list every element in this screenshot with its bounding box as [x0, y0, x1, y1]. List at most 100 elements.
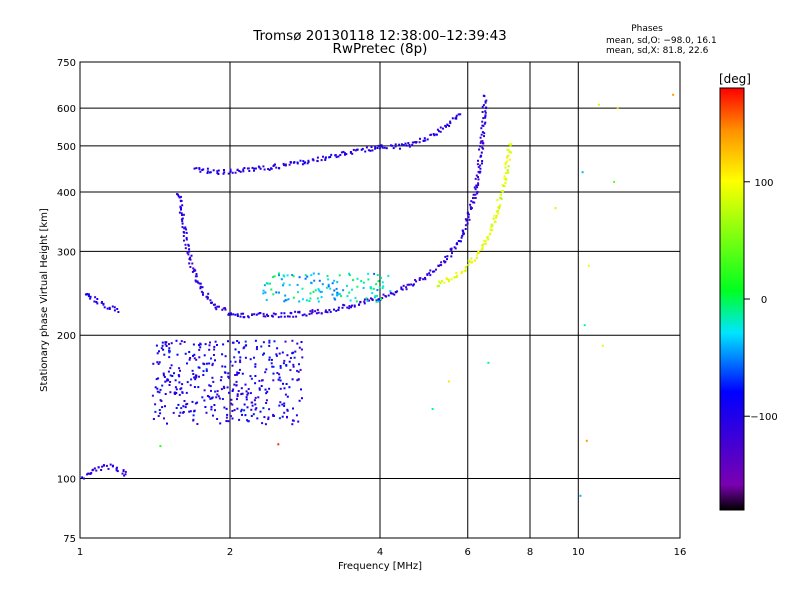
data-point — [234, 360, 237, 363]
data-point — [236, 371, 239, 374]
data-point — [288, 386, 291, 389]
data-point — [162, 372, 165, 375]
data-point — [399, 147, 401, 150]
data-point — [439, 130, 442, 133]
data-point — [292, 315, 295, 318]
data-point — [507, 149, 510, 151]
data-point — [284, 340, 287, 343]
data-point — [192, 343, 195, 346]
data-point — [508, 150, 511, 153]
data-point — [180, 200, 183, 202]
data-point — [226, 386, 229, 389]
data-point — [359, 301, 362, 304]
data-point — [259, 167, 262, 170]
data-points — [81, 93, 675, 497]
data-point — [183, 400, 186, 402]
data-point — [335, 309, 338, 312]
data-point — [505, 177, 507, 180]
data-point — [283, 402, 286, 405]
data-point — [174, 379, 177, 382]
data-point — [213, 345, 216, 348]
data-point — [482, 94, 485, 97]
data-point — [179, 369, 181, 372]
data-point — [248, 170, 251, 172]
data-point — [426, 273, 429, 276]
data-point — [256, 346, 258, 349]
data-point — [181, 391, 184, 394]
data-point — [324, 157, 327, 160]
data-point — [242, 312, 245, 315]
data-point — [428, 272, 431, 275]
data-point — [264, 388, 267, 391]
data-point — [412, 283, 415, 286]
data-point — [237, 372, 240, 374]
data-point — [278, 417, 281, 420]
data-point — [326, 311, 329, 314]
data-point — [194, 269, 197, 272]
data-point — [191, 369, 194, 372]
data-point — [509, 144, 512, 147]
data-point — [242, 347, 245, 350]
data-point — [472, 197, 474, 199]
data-point — [479, 167, 482, 170]
data-point — [370, 287, 373, 290]
data-point — [249, 375, 252, 378]
data-point — [163, 376, 166, 378]
data-point — [365, 297, 368, 300]
data-point — [424, 276, 426, 279]
data-point — [264, 291, 267, 294]
data-point — [341, 306, 344, 309]
data-point — [319, 291, 322, 293]
data-point — [435, 268, 437, 271]
data-point — [158, 350, 160, 353]
data-point — [268, 358, 271, 361]
data-point — [282, 362, 285, 365]
grid-lines — [80, 62, 680, 538]
data-point — [155, 344, 158, 347]
data-point — [455, 116, 458, 119]
data-point — [282, 274, 285, 277]
data-point — [236, 313, 239, 316]
data-point — [262, 407, 265, 410]
data-point — [208, 348, 211, 351]
data-point — [350, 306, 352, 309]
data-point — [394, 145, 397, 148]
data-point — [284, 163, 287, 166]
data-point — [236, 373, 239, 376]
data-point — [254, 339, 257, 342]
data-point — [352, 148, 355, 151]
data-point — [185, 238, 188, 241]
data-point — [233, 356, 236, 359]
data-point — [188, 351, 191, 353]
data-point — [336, 281, 339, 284]
data-point — [202, 370, 205, 373]
data-point — [169, 391, 172, 394]
data-point — [270, 167, 273, 170]
data-point — [274, 313, 277, 316]
data-point — [374, 146, 377, 149]
data-point — [247, 167, 250, 170]
data-point — [460, 270, 463, 273]
data-point — [373, 296, 376, 299]
data-point — [290, 312, 293, 315]
data-point — [390, 292, 393, 295]
data-point — [292, 275, 295, 278]
data-point — [272, 165, 275, 167]
data-point — [295, 414, 298, 417]
data-point — [337, 306, 340, 309]
data-point — [366, 299, 369, 302]
data-point — [261, 379, 264, 382]
data-point — [188, 358, 191, 361]
data-point — [418, 141, 421, 144]
data-point — [255, 313, 258, 316]
data-point — [324, 310, 327, 313]
data-point — [282, 282, 285, 285]
data-point — [189, 256, 192, 259]
data-point — [349, 151, 352, 154]
data-point — [509, 151, 512, 154]
data-point — [424, 278, 427, 281]
data-point — [232, 341, 235, 344]
data-point — [177, 193, 179, 196]
data-point — [371, 149, 374, 152]
data-point — [297, 378, 300, 381]
